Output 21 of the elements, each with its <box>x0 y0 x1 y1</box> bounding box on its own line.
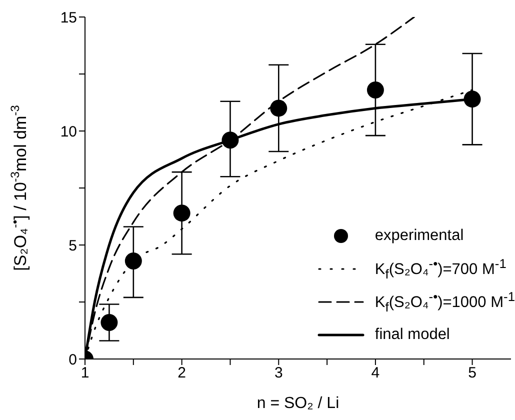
x-axis-title: n = SO₂ / Li <box>256 395 340 412</box>
point <box>366 81 384 98</box>
legend-label: K$_{f}$(S₂O₄$^{-•}$)=700 M$^{-1}$ <box>374 256 506 282</box>
point <box>124 252 142 270</box>
point <box>270 100 288 117</box>
legend-label: K$_{f}$(S₂O₄$^{-•}$)=1000 M$^{-1}$ <box>374 288 515 314</box>
x-tick-label: 5 <box>468 364 476 382</box>
point <box>100 314 118 332</box>
y-tick-label: 0 <box>68 351 77 368</box>
x-tick-label: 3 <box>274 364 283 382</box>
point <box>222 132 239 149</box>
point <box>464 90 481 108</box>
x-tick-label: 4 <box>371 364 380 382</box>
legend-label: experimental <box>374 226 464 244</box>
point <box>173 204 190 222</box>
y-tick-label: 10 <box>60 123 77 140</box>
x-tick-label: 1 <box>80 364 90 382</box>
y-tick-label: 15 <box>60 9 77 26</box>
y-tick-label: 5 <box>68 237 77 254</box>
legend-label: final model <box>374 326 450 344</box>
x-tick-label: 2 <box>178 364 186 382</box>
